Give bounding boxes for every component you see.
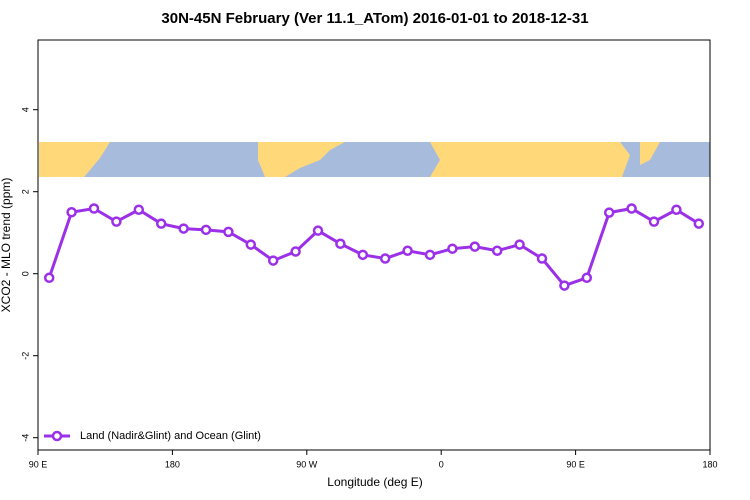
point (66, 206, 77, 218)
point (312, 225, 324, 236)
point (581, 272, 593, 284)
chart-title: 30N-45N February (Ver 11.1_ATom) 2016-01… (161, 10, 588, 27)
point (200, 224, 212, 236)
point (469, 241, 481, 252)
point (290, 246, 301, 257)
y-axis-label: XCO2 - MLO trend (ppm) (0, 178, 13, 313)
point (245, 239, 257, 250)
land (258, 142, 345, 177)
land (430, 142, 630, 177)
point (335, 238, 346, 250)
point (111, 216, 122, 227)
point (357, 249, 369, 261)
land (640, 142, 660, 165)
point (43, 272, 55, 284)
point (178, 223, 189, 234)
x-tick-label: 90 W (296, 459, 318, 469)
series-line (47, 206, 700, 288)
point (671, 204, 682, 215)
x-tick-label: 90 E (566, 459, 585, 469)
point (626, 203, 637, 214)
x-tick-label: 0 (439, 459, 444, 469)
point (603, 207, 615, 218)
point (223, 226, 234, 238)
point (424, 249, 436, 261)
y-tick-label: -2 (20, 352, 30, 360)
point (491, 245, 503, 256)
point (559, 280, 570, 291)
point (648, 216, 660, 227)
legend-marker (51, 430, 63, 442)
legend-label: Land (Nadir&Glint) and Ocean (Glint) (80, 430, 261, 442)
map-strip (39, 142, 710, 177)
x-tick-label: 180 (165, 459, 180, 469)
land (39, 142, 84, 177)
plot-frame (37, 39, 711, 451)
x-tick-label: 90 E (29, 459, 48, 469)
land (84, 142, 110, 177)
point (402, 245, 413, 256)
x-axis-label: Longitude (deg E) (327, 475, 422, 489)
point (88, 203, 100, 214)
point (379, 253, 391, 264)
y-tick-label: 4 (20, 107, 30, 112)
y-tick-label: 0 (20, 271, 30, 276)
point (267, 255, 279, 266)
point (693, 218, 705, 229)
point (447, 243, 458, 254)
x-tick-label: 180 (702, 459, 717, 469)
y-tick-label: 2 (20, 189, 30, 194)
point (133, 204, 145, 215)
point (536, 253, 548, 264)
point (155, 218, 167, 229)
y-tick-label: -4 (20, 434, 30, 442)
point (514, 239, 525, 250)
